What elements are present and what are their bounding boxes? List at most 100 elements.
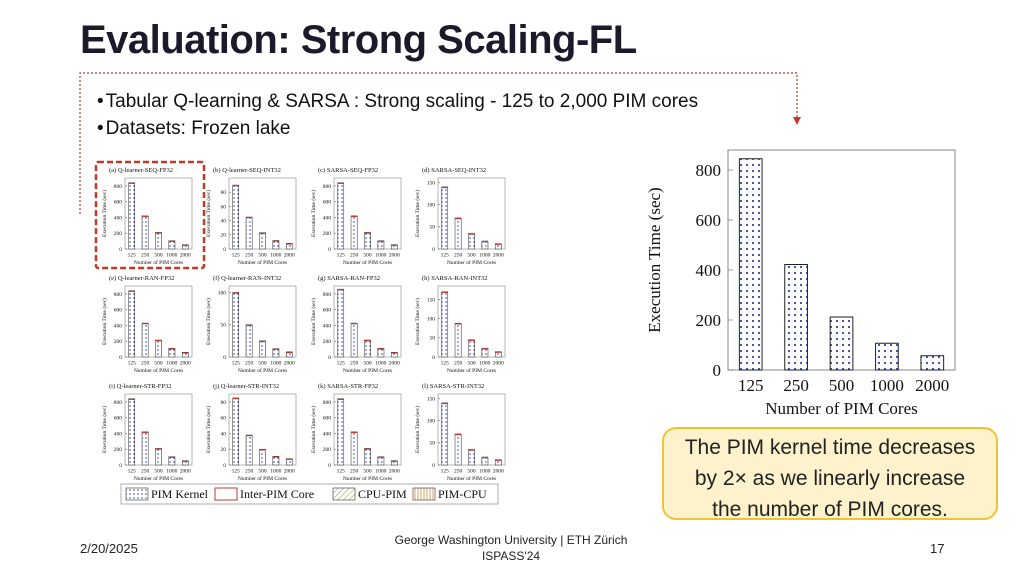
bar-cap <box>468 339 475 341</box>
y-tick-label: 80 <box>221 190 227 196</box>
y-tick-label: 0 <box>328 355 331 361</box>
bar-cap <box>155 340 162 342</box>
bar-cap <box>182 244 189 246</box>
bar <box>168 456 176 466</box>
bar <box>481 347 489 358</box>
bar-cap <box>481 241 488 243</box>
x-tick-label: 250 <box>141 253 150 259</box>
y-axis-label: Execution Time (sec) <box>101 298 108 345</box>
bar <box>377 348 385 358</box>
subplot-title: (a) Q-learner-SEQ-FP32 <box>109 167 173 174</box>
x-tick-label: 250 <box>454 361 463 367</box>
y-tick-label: 200 <box>323 339 332 345</box>
x-tick-label: 2000 <box>284 253 295 259</box>
bar <box>454 217 462 250</box>
legend-swatch-pim-kernel <box>125 487 149 501</box>
bar-cap <box>364 340 371 342</box>
x-tick-label: 2000 <box>389 361 400 367</box>
bar-cap <box>337 289 344 291</box>
bar-cap <box>441 186 448 189</box>
x-axis-label: Number of PIM Cores <box>765 399 918 418</box>
x-axis-label: Number of PIM Cores <box>238 367 287 374</box>
bar <box>454 433 462 466</box>
x-tick-label: 250 <box>245 469 254 475</box>
legend-label: PIM Kernel <box>151 487 209 501</box>
bar-cap <box>232 185 239 187</box>
bar-cap <box>128 290 135 292</box>
bar <box>168 348 176 358</box>
x-tick-label: 500 <box>154 469 163 475</box>
x-tick-label: 125 <box>738 376 764 395</box>
x-axis-label: Number of PIM Cores <box>343 259 392 266</box>
x-tick-label: 2000 <box>389 469 400 475</box>
bar <box>168 240 176 250</box>
y-tick-label: 150 <box>427 297 436 303</box>
y-tick-label: 0 <box>223 247 226 253</box>
y-tick-label: 0 <box>432 247 435 253</box>
bar-cap <box>246 217 253 219</box>
y-tick-label: 400 <box>696 261 722 280</box>
x-axis-label: Number of PIM Cores <box>447 475 496 482</box>
x-tick-label: 1000 <box>270 469 281 475</box>
x-tick-label: 125 <box>337 469 346 475</box>
x-tick-label: 1000 <box>166 469 177 475</box>
x-tick-label: 500 <box>467 469 476 475</box>
slide-title: Evaluation: Strong Scaling-FL <box>80 18 637 62</box>
bar <box>245 216 253 250</box>
bar-cap <box>391 244 398 246</box>
bar <box>259 232 266 250</box>
bar-cap <box>272 348 279 350</box>
x-tick-label: 500 <box>467 253 476 259</box>
y-tick-label: 800 <box>696 161 722 180</box>
y-tick-label: 600 <box>696 211 722 230</box>
subplot-title: (c) SARSA-SEQ-FP32 <box>318 167 378 174</box>
subplot-title: (j) Q-learner-STR-INT32 <box>213 383 279 390</box>
x-tick-label: 1000 <box>479 469 490 475</box>
x-tick-label: 500 <box>258 361 267 367</box>
x-tick-label: 250 <box>350 253 359 259</box>
bar <box>155 448 162 466</box>
bar <box>454 322 462 358</box>
x-tick-label: 125 <box>232 253 241 259</box>
y-tick-label: 50 <box>221 323 227 329</box>
subplot-title: (k) SARSA-STR-FP32 <box>318 383 378 390</box>
page-number: 17 <box>930 541 945 556</box>
connector-line <box>79 72 798 214</box>
y-tick-label: 400 <box>114 323 123 329</box>
bar <box>141 215 149 250</box>
y-axis-label: Execution Time (sec) <box>310 406 317 453</box>
bar-cap <box>259 232 266 234</box>
x-tick-label: 125 <box>232 361 241 367</box>
bar <box>141 322 149 358</box>
bar <box>920 355 945 371</box>
y-tick-label: 150 <box>427 180 436 186</box>
y-tick-label: 200 <box>114 447 123 453</box>
subplot-title: (e) Q-learner-RAN-FP32 <box>109 275 174 282</box>
x-tick-label: 2000 <box>284 361 295 367</box>
x-axis-label: Number of PIM Cores <box>134 259 183 266</box>
x-axis-label: Number of PIM Cores <box>134 475 183 482</box>
bar-cap <box>351 323 358 325</box>
bar-cap <box>481 457 488 459</box>
x-tick-label: 2000 <box>493 361 504 367</box>
bar <box>350 431 358 466</box>
x-tick-label: 1000 <box>375 469 386 475</box>
bar-cap <box>286 458 293 460</box>
y-tick-label: 200 <box>696 311 722 330</box>
x-tick-label: 125 <box>441 469 450 475</box>
x-tick-label: 1000 <box>375 253 386 259</box>
bar-cap <box>272 456 279 458</box>
bullet-list: Tabular Q-learning & SARSA : Strong scal… <box>97 88 698 142</box>
y-tick-label: 100 <box>427 317 436 323</box>
bar-cap <box>286 351 293 354</box>
y-tick-label: 600 <box>323 308 332 314</box>
bar <box>441 291 449 358</box>
y-tick-label: 800 <box>323 184 332 190</box>
callout-line: the number of PIM cores. <box>712 498 948 521</box>
y-tick-label: 200 <box>114 339 123 345</box>
bar-cap <box>468 233 475 235</box>
y-tick-label: 60 <box>221 416 227 422</box>
bar-cap <box>182 460 189 462</box>
y-tick-label: 0 <box>432 463 435 469</box>
bar-cap <box>286 243 293 245</box>
